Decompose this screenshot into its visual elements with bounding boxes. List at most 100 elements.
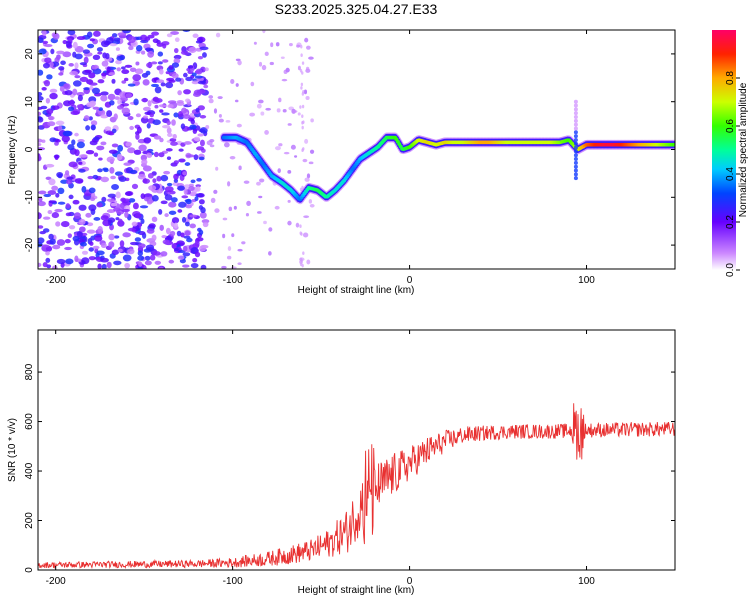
noise-speckle: [169, 230, 176, 237]
noise-speckle: [223, 142, 230, 148]
noise-speckle: [166, 127, 172, 134]
noise-speckle: [45, 257, 51, 263]
spike-mark: [573, 130, 578, 135]
noise-speckle: [135, 45, 143, 52]
noise-speckle: [249, 112, 256, 117]
noise-speckle: [133, 98, 139, 106]
noise-speckle: [197, 56, 204, 60]
noise-speckle: [151, 83, 159, 88]
noise-speckle: [88, 72, 96, 79]
noise-speckle: [301, 148, 304, 153]
noise-speckle: [38, 237, 45, 244]
noise-speckle: [177, 90, 182, 96]
noise-speckle: [250, 81, 255, 87]
noise-speckle: [157, 51, 164, 57]
noise-speckle: [253, 41, 257, 45]
noise-speckle: [136, 126, 142, 134]
noise-speckle: [172, 134, 177, 140]
noise-speckle: [165, 82, 174, 89]
noise-speckle: [159, 109, 164, 113]
noise-speckle: [133, 149, 142, 155]
noise-speckle: [302, 90, 305, 94]
snr-axes: -200 -100 0 100 0 200 400 600 800: [24, 330, 675, 587]
noise-speckle: [116, 105, 124, 110]
noise-speckle: [76, 104, 83, 109]
noise-speckle: [105, 130, 113, 135]
noise-speckle: [142, 115, 149, 119]
noise-speckle: [110, 175, 116, 180]
noise-speckle: [213, 189, 218, 194]
noise-speckle: [277, 168, 281, 174]
noise-speckle: [106, 66, 111, 73]
noise-speckle: [134, 81, 140, 86]
noise-speckle: [118, 176, 127, 182]
noise-speckle: [68, 62, 74, 67]
noise-speckle: [148, 223, 156, 229]
noise-speckle: [89, 140, 98, 146]
noise-speckle: [56, 171, 64, 178]
noise-speckle: [134, 237, 142, 242]
noise-speckle: [51, 105, 60, 110]
noise-speckle: [269, 61, 274, 66]
noise-speckle: [173, 178, 179, 183]
noise-speckle: [72, 199, 80, 205]
noise-speckle: [287, 220, 292, 226]
colorbar-tick-label: 0.8: [725, 71, 736, 85]
noise-speckle: [124, 211, 129, 218]
noise-speckle: [192, 257, 198, 263]
noise-speckle: [106, 261, 112, 269]
noise-speckle: [90, 120, 98, 126]
noise-speckle: [245, 213, 249, 217]
noise-speckle: [124, 64, 133, 68]
noise-speckle: [113, 113, 118, 120]
noise-speckle: [199, 127, 208, 134]
noise-speckle: [260, 111, 265, 116]
noise-speckle: [42, 216, 51, 220]
noise-speckle: [197, 133, 204, 137]
noise-speckle: [127, 147, 136, 154]
noise-speckle: [170, 141, 178, 146]
noise-speckle: [217, 96, 223, 100]
noise-speckle: [173, 247, 179, 252]
noise-speckle: [195, 40, 203, 44]
noise-speckle: [67, 144, 75, 151]
noise-speckle: [38, 69, 44, 76]
noise-speckle: [86, 229, 96, 234]
noise-speckle: [281, 78, 288, 82]
noise-speckle: [77, 94, 83, 102]
noise-speckle: [226, 255, 232, 260]
noise-speckle: [57, 125, 63, 132]
colorbar-gradient: [712, 30, 736, 270]
noise-speckle: [158, 208, 163, 215]
noise-speckle: [119, 240, 125, 248]
noise-speckle: [300, 82, 304, 87]
noise-speckle: [235, 83, 239, 87]
noise-speckle: [140, 50, 146, 55]
spike-mark: [573, 145, 578, 150]
noise-speckle: [123, 162, 132, 166]
noise-speckle: [189, 223, 196, 229]
noise-speckle: [76, 91, 85, 97]
noise-speckle: [92, 54, 101, 61]
noise-speckle: [302, 120, 305, 124]
noise-speckle: [199, 115, 207, 119]
noise-speckle: [189, 214, 198, 218]
noise-speckle: [147, 200, 153, 205]
noise-speckle: [146, 228, 155, 234]
noise-speckle: [147, 100, 152, 107]
noise-speckle: [38, 48, 47, 55]
noise-speckle: [143, 137, 152, 144]
noise-speckle: [96, 47, 103, 52]
noise-speckle: [194, 251, 201, 258]
noise-speckle: [43, 193, 52, 198]
noise-speckle: [166, 33, 173, 38]
noise-speckle: [49, 238, 56, 245]
noise-speckle: [117, 144, 124, 152]
noise-speckle: [287, 123, 292, 126]
noise-speckle: [89, 38, 96, 42]
noise-speckle: [265, 107, 272, 111]
noise-speckle: [74, 75, 81, 79]
noise-speckle: [129, 125, 134, 131]
noise-speckle: [38, 37, 44, 44]
noise-speckle: [100, 91, 109, 96]
